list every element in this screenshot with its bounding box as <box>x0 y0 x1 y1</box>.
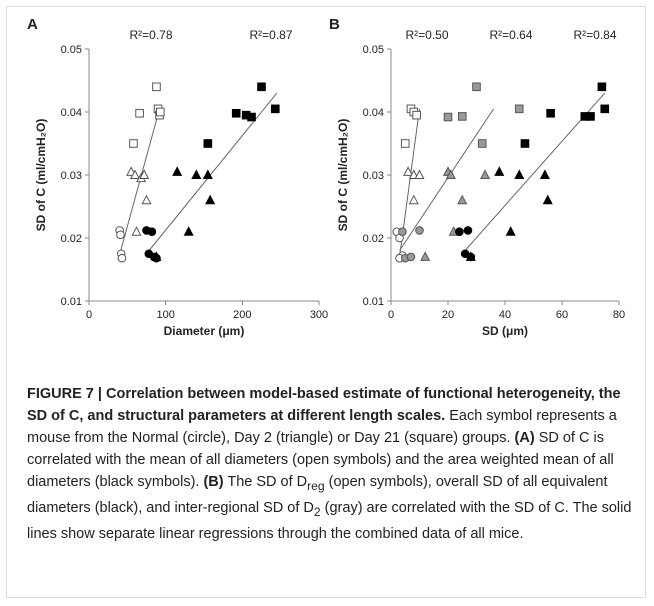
marker <box>257 82 266 92</box>
x-tick-label: 80 <box>613 309 625 321</box>
x-tick-label: 0 <box>388 309 394 321</box>
annotation: R²=0.78 <box>129 28 172 42</box>
regression-line <box>399 108 495 251</box>
caption-text: Each symbol represents a mouse from the … <box>27 408 617 446</box>
panel-label: B <box>329 16 340 33</box>
x-axis-label: Diameter (μm) <box>164 324 245 338</box>
marker <box>231 108 241 118</box>
marker <box>542 194 553 205</box>
y-tick-label: 0.04 <box>61 107 82 119</box>
caption-text: 2 <box>313 504 321 519</box>
caption-text: (B) <box>203 474 224 490</box>
y-tick-label: 0.05 <box>61 44 82 56</box>
marker <box>412 110 421 120</box>
annotation: R²=0.84 <box>573 28 616 42</box>
marker <box>403 166 414 176</box>
caption-text: FIGURE 7 | Correlation between model-bas… <box>27 386 621 424</box>
y-tick-label: 0.03 <box>61 170 82 182</box>
marker <box>129 139 138 148</box>
marker <box>514 169 525 179</box>
marker <box>546 108 555 118</box>
marker <box>147 227 157 236</box>
x-axis-label: SD (μm) <box>482 324 528 338</box>
y-tick-label: 0.02 <box>61 233 82 245</box>
marker <box>202 169 213 179</box>
caption: FIGURE 7 | Correlation between model-bas… <box>27 383 639 545</box>
x-tick-label: 300 <box>310 309 328 321</box>
caption-text: SD of C is correlated with the mean of a… <box>27 430 614 490</box>
y-tick-label: 0.02 <box>363 233 384 245</box>
y-tick-label: 0.04 <box>363 107 384 119</box>
marker <box>457 194 468 205</box>
marker <box>398 227 407 236</box>
y-axis-label: SD of C (ml/cmH₂O) <box>34 119 48 232</box>
marker <box>129 169 141 179</box>
marker <box>457 112 467 121</box>
marker <box>443 112 453 122</box>
marker <box>600 104 610 114</box>
marker <box>408 194 419 205</box>
y-axis-label: SD of C (ml/cmH₂O) <box>336 119 350 232</box>
y-tick-label: 0.03 <box>363 170 384 182</box>
figure: A 0.01 0.02 0.03 0.04 0.05 0 100 200 300 Diameter … <box>6 6 646 598</box>
marker <box>420 251 431 261</box>
regression-line <box>146 92 278 255</box>
marker <box>406 252 416 262</box>
caption-text: (open symbols), overall SD of all equiva… <box>27 474 608 516</box>
marker <box>203 139 213 148</box>
marker <box>400 139 410 148</box>
x-tick-label: 200 <box>233 309 251 321</box>
annotation: R²=0.87 <box>249 28 292 42</box>
marker <box>141 194 152 205</box>
marker <box>539 169 550 179</box>
marker <box>172 166 183 176</box>
marker <box>597 82 607 92</box>
marker <box>139 169 150 179</box>
marker <box>135 108 144 118</box>
caption-text: (gray) are correlated with the SD of C. … <box>27 499 632 542</box>
marker <box>505 226 516 236</box>
regression-line <box>117 108 161 261</box>
marker <box>514 104 524 114</box>
marker <box>247 112 256 122</box>
y-tick-label: 0.05 <box>363 44 384 56</box>
marker <box>445 169 456 179</box>
marker <box>156 107 165 117</box>
marker <box>205 194 216 205</box>
marker <box>191 169 202 179</box>
x-tick-label: 60 <box>556 309 568 321</box>
marker <box>271 104 280 114</box>
marker <box>152 82 161 92</box>
x-tick-label: 100 <box>156 309 174 321</box>
y-tick-label: 0.01 <box>363 296 384 308</box>
x-tick-label: 0 <box>86 309 92 321</box>
caption-text: (A) <box>514 430 535 446</box>
marker <box>151 251 162 261</box>
x-tick-label: 40 <box>499 309 511 321</box>
marker <box>117 253 127 263</box>
marker <box>131 226 142 236</box>
charts: A0.010.020.030.040.050 100 200 300Diameter … <box>27 16 625 338</box>
marker <box>465 251 476 261</box>
marker <box>472 82 481 92</box>
marker <box>494 166 505 176</box>
marker <box>116 230 125 240</box>
annotation: R²=0.50 <box>405 28 448 42</box>
marker <box>183 226 194 236</box>
marker <box>463 226 473 235</box>
panel-label: A <box>27 16 38 33</box>
marker <box>586 112 595 121</box>
marker <box>480 169 491 179</box>
marker <box>455 227 464 236</box>
marker <box>520 139 530 148</box>
caption-text: The SD of D <box>223 474 308 490</box>
marker <box>414 169 425 179</box>
caption-text: reg <box>307 478 325 493</box>
y-tick-label: 0.01 <box>61 296 82 308</box>
x-tick-label: 20 <box>442 309 454 321</box>
annotation: R²=0.64 <box>489 28 532 42</box>
marker <box>415 226 424 235</box>
marker <box>477 139 487 148</box>
